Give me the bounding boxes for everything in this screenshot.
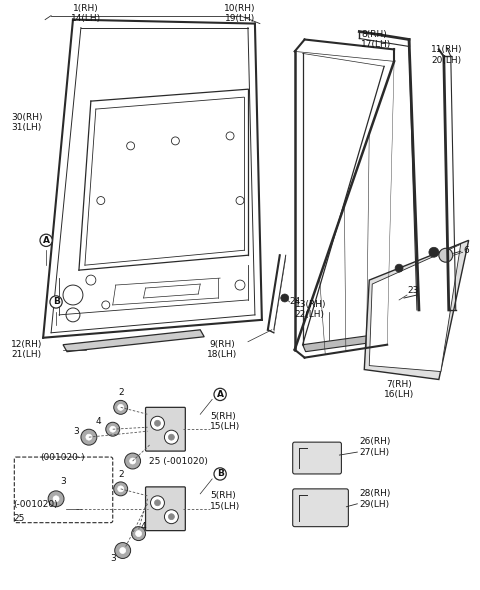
Circle shape — [115, 543, 131, 559]
Text: 10(RH)
19(LH): 10(RH) 19(LH) — [224, 4, 256, 23]
Circle shape — [118, 486, 124, 492]
Text: (001020-): (001020-) — [41, 453, 85, 462]
Text: (-001020): (-001020) — [13, 500, 58, 509]
Polygon shape — [302, 333, 392, 352]
Text: B: B — [53, 297, 60, 306]
Circle shape — [429, 247, 439, 257]
Text: 3: 3 — [73, 427, 79, 435]
Circle shape — [168, 434, 174, 440]
Text: 2: 2 — [118, 388, 123, 398]
Text: 3: 3 — [60, 477, 66, 486]
Circle shape — [114, 401, 128, 414]
Text: B: B — [216, 470, 224, 478]
Circle shape — [281, 294, 288, 302]
Text: 5(RH)
15(LH): 5(RH) 15(LH) — [210, 491, 240, 510]
Text: 12(RH)
21(LH): 12(RH) 21(LH) — [12, 340, 43, 359]
Circle shape — [168, 514, 174, 520]
Circle shape — [106, 422, 120, 436]
FancyBboxPatch shape — [293, 442, 341, 474]
Circle shape — [118, 404, 124, 410]
Text: 30(RH)
31(LH): 30(RH) 31(LH) — [12, 113, 43, 133]
Text: 4: 4 — [95, 417, 101, 426]
Circle shape — [65, 501, 81, 517]
Polygon shape — [63, 330, 204, 352]
Text: 1(RH)
14(LH): 1(RH) 14(LH) — [71, 4, 101, 23]
Circle shape — [125, 453, 141, 469]
Circle shape — [53, 496, 59, 502]
Text: 8(RH)
17(LH): 8(RH) 17(LH) — [361, 30, 392, 49]
Circle shape — [151, 496, 165, 510]
Circle shape — [155, 500, 160, 506]
Text: 26(RH)
27(LH): 26(RH) 27(LH) — [360, 437, 391, 457]
Polygon shape — [369, 244, 461, 372]
Circle shape — [395, 264, 403, 272]
Circle shape — [70, 506, 76, 512]
Circle shape — [114, 482, 128, 496]
Text: 24: 24 — [290, 297, 301, 306]
Circle shape — [132, 527, 145, 540]
Circle shape — [165, 510, 179, 524]
Circle shape — [136, 530, 142, 536]
Circle shape — [86, 434, 92, 440]
Circle shape — [48, 491, 64, 507]
Circle shape — [151, 417, 165, 430]
Circle shape — [155, 420, 160, 426]
Text: 6: 6 — [464, 246, 469, 255]
Circle shape — [81, 429, 97, 445]
Circle shape — [110, 426, 116, 432]
Text: 11(RH)
20(LH): 11(RH) 20(LH) — [431, 45, 463, 65]
Text: 9(RH)
18(LH): 9(RH) 18(LH) — [207, 340, 237, 359]
FancyBboxPatch shape — [293, 489, 348, 527]
Circle shape — [130, 458, 136, 464]
Text: 28(RH)
29(LH): 28(RH) 29(LH) — [360, 489, 391, 509]
FancyBboxPatch shape — [14, 457, 113, 523]
Text: 2: 2 — [118, 470, 123, 479]
Circle shape — [165, 430, 179, 444]
Text: 4: 4 — [141, 522, 146, 531]
Text: 7(RH)
16(LH): 7(RH) 16(LH) — [384, 379, 414, 399]
Circle shape — [120, 548, 126, 553]
Text: A: A — [216, 390, 224, 399]
Text: 25 (-001020): 25 (-001020) — [148, 457, 207, 466]
Text: A: A — [43, 236, 49, 245]
FancyBboxPatch shape — [145, 407, 185, 451]
Text: 5(RH)
15(LH): 5(RH) 15(LH) — [210, 412, 240, 431]
Polygon shape — [364, 240, 468, 379]
FancyBboxPatch shape — [145, 487, 185, 530]
Text: 25: 25 — [13, 514, 24, 523]
Text: 13(RH)
22(LH): 13(RH) 22(LH) — [295, 300, 326, 319]
Circle shape — [439, 248, 453, 262]
Text: 3: 3 — [110, 555, 116, 563]
Text: 23: 23 — [407, 286, 419, 294]
